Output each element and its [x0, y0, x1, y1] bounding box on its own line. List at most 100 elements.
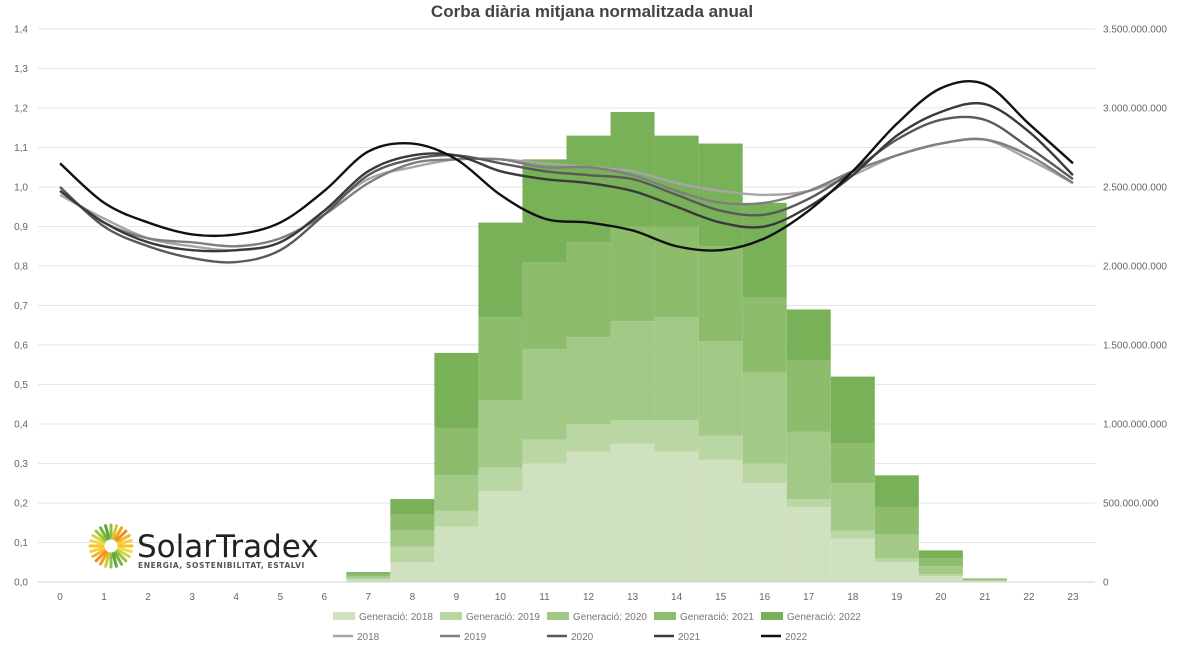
sun-ray	[99, 526, 109, 541]
x-tick-label: 1	[101, 592, 107, 603]
bar-2022-h18	[830, 376, 875, 444]
bar-2019-h8	[390, 546, 435, 563]
x-tick-label: 0	[57, 592, 63, 603]
sun-ray	[116, 534, 131, 544]
bar-2020-h16	[742, 372, 787, 464]
sun-core	[105, 540, 117, 552]
sun-ray	[113, 526, 123, 541]
sun-ray	[94, 550, 107, 563]
bar-2018-h12	[566, 451, 611, 582]
x-axis-ticks: 0 1 2 3 4 5 6 7 8 9 10 11 12 13 14 15 16 17 18 19 20 21 22 23	[57, 592, 1079, 603]
bar-2020-h12	[566, 337, 611, 424]
bar-2019-h9	[434, 510, 479, 527]
bar-2019-h14	[654, 420, 699, 452]
right-axis-ticks: 0 500.000.000 1.000.000.000 1.500.000.000 2.…	[1103, 25, 1167, 589]
bar-2019-h10	[478, 467, 523, 492]
left-tick-label: 0,5	[14, 380, 28, 391]
left-tick-label: 0,6	[14, 341, 28, 352]
sun-ray	[111, 552, 118, 568]
legend-label: Generació: 2022	[787, 612, 861, 623]
legend-label: 2018	[357, 632, 380, 643]
x-tick-label: 17	[803, 592, 815, 603]
bar-2019-h12	[566, 424, 611, 452]
bar-2021-h21	[962, 579, 1007, 581]
left-tick-label: 0,7	[14, 301, 28, 312]
bar-2021-h20	[918, 558, 963, 567]
bar-2019-h15	[698, 435, 743, 460]
x-tick-label: 23	[1067, 592, 1079, 603]
legend-swatch	[761, 612, 783, 620]
bar-2018-h11	[522, 463, 567, 582]
sun-ray	[115, 529, 128, 542]
bar-2022-h8	[390, 499, 435, 515]
sun-icon	[88, 523, 134, 569]
sun-ray	[117, 539, 133, 546]
right-tick-label: 1.500.000.000	[1103, 341, 1167, 352]
bar-2020-h15	[698, 341, 743, 436]
bar-2021-h15	[698, 246, 743, 342]
bar-2019-h7	[346, 578, 391, 581]
legend-label: Generació: 2018	[359, 612, 433, 623]
legend-swatch	[547, 612, 569, 620]
left-tick-label: 0,3	[14, 459, 28, 470]
bar-2022-h10	[478, 222, 523, 318]
sun-ray	[89, 546, 105, 553]
bar-2022-h21	[962, 578, 1007, 580]
legend-swatch	[654, 612, 676, 620]
bar-2018-h15	[698, 459, 743, 582]
bar-2020-h10	[478, 400, 523, 468]
bar-2020-h19	[874, 534, 919, 559]
bar-2020-h18	[830, 483, 875, 531]
bar-2022-h16	[742, 202, 787, 298]
sun-ray	[117, 546, 133, 553]
bar-2020-h20	[918, 566, 963, 575]
bar-2018-h13	[610, 443, 655, 582]
bar-2018-h8	[390, 562, 435, 582]
line-2020	[59, 115, 1074, 264]
bar-2022-h17	[786, 309, 831, 361]
bar-2020-h21	[962, 580, 1007, 581]
sun-ray	[94, 529, 107, 542]
x-tick-label: 6	[321, 592, 327, 603]
bar-2020-h17	[786, 431, 831, 500]
bar-2021-h19	[874, 506, 919, 535]
left-tick-label: 0,0	[14, 578, 28, 589]
bar-2019-h13	[610, 420, 655, 444]
legend-label: Generació: 2021	[680, 612, 754, 623]
bar-2021-h7	[346, 574, 391, 577]
sun-ray	[89, 539, 105, 546]
bar-2019-h18	[830, 530, 875, 539]
left-tick-label: 0,2	[14, 499, 28, 510]
bar-2018-h9	[434, 526, 479, 582]
bar-2022-h7	[346, 572, 391, 575]
left-tick-label: 1,1	[14, 143, 28, 154]
bar-2020-h9	[434, 475, 479, 511]
left-tick-label: 0,1	[14, 538, 28, 549]
bar-2020-h13	[610, 321, 655, 421]
bar-2019-h20	[918, 574, 963, 577]
bar-2020-h7	[346, 576, 391, 579]
x-tick-label: 22	[1023, 592, 1035, 603]
bar-2020-h8	[390, 530, 435, 547]
bar-2018-h20	[918, 576, 963, 582]
right-tick-label: 2.000.000.000	[1103, 262, 1167, 273]
bar-2022-h20	[918, 550, 963, 559]
legend-swatch	[333, 612, 355, 620]
right-tick-label: 3.500.000.000	[1103, 25, 1167, 36]
x-tick-label: 21	[979, 592, 991, 603]
left-tick-label: 0,9	[14, 222, 28, 233]
x-tick-label: 14	[671, 592, 683, 603]
x-tick-label: 16	[759, 592, 771, 603]
sun-ray	[104, 524, 111, 540]
bar-2018-h17	[786, 506, 831, 582]
left-tick-label: 1,4	[14, 25, 28, 36]
x-tick-label: 3	[189, 592, 195, 603]
x-tick-label: 4	[233, 592, 239, 603]
right-tick-label: 0	[1103, 578, 1109, 589]
x-tick-label: 5	[277, 592, 283, 603]
bar-2018-h18	[830, 538, 875, 582]
sun-ray	[116, 548, 131, 558]
legend-label: Generació: 2019	[466, 612, 540, 623]
bar-2018-h19	[874, 562, 919, 582]
